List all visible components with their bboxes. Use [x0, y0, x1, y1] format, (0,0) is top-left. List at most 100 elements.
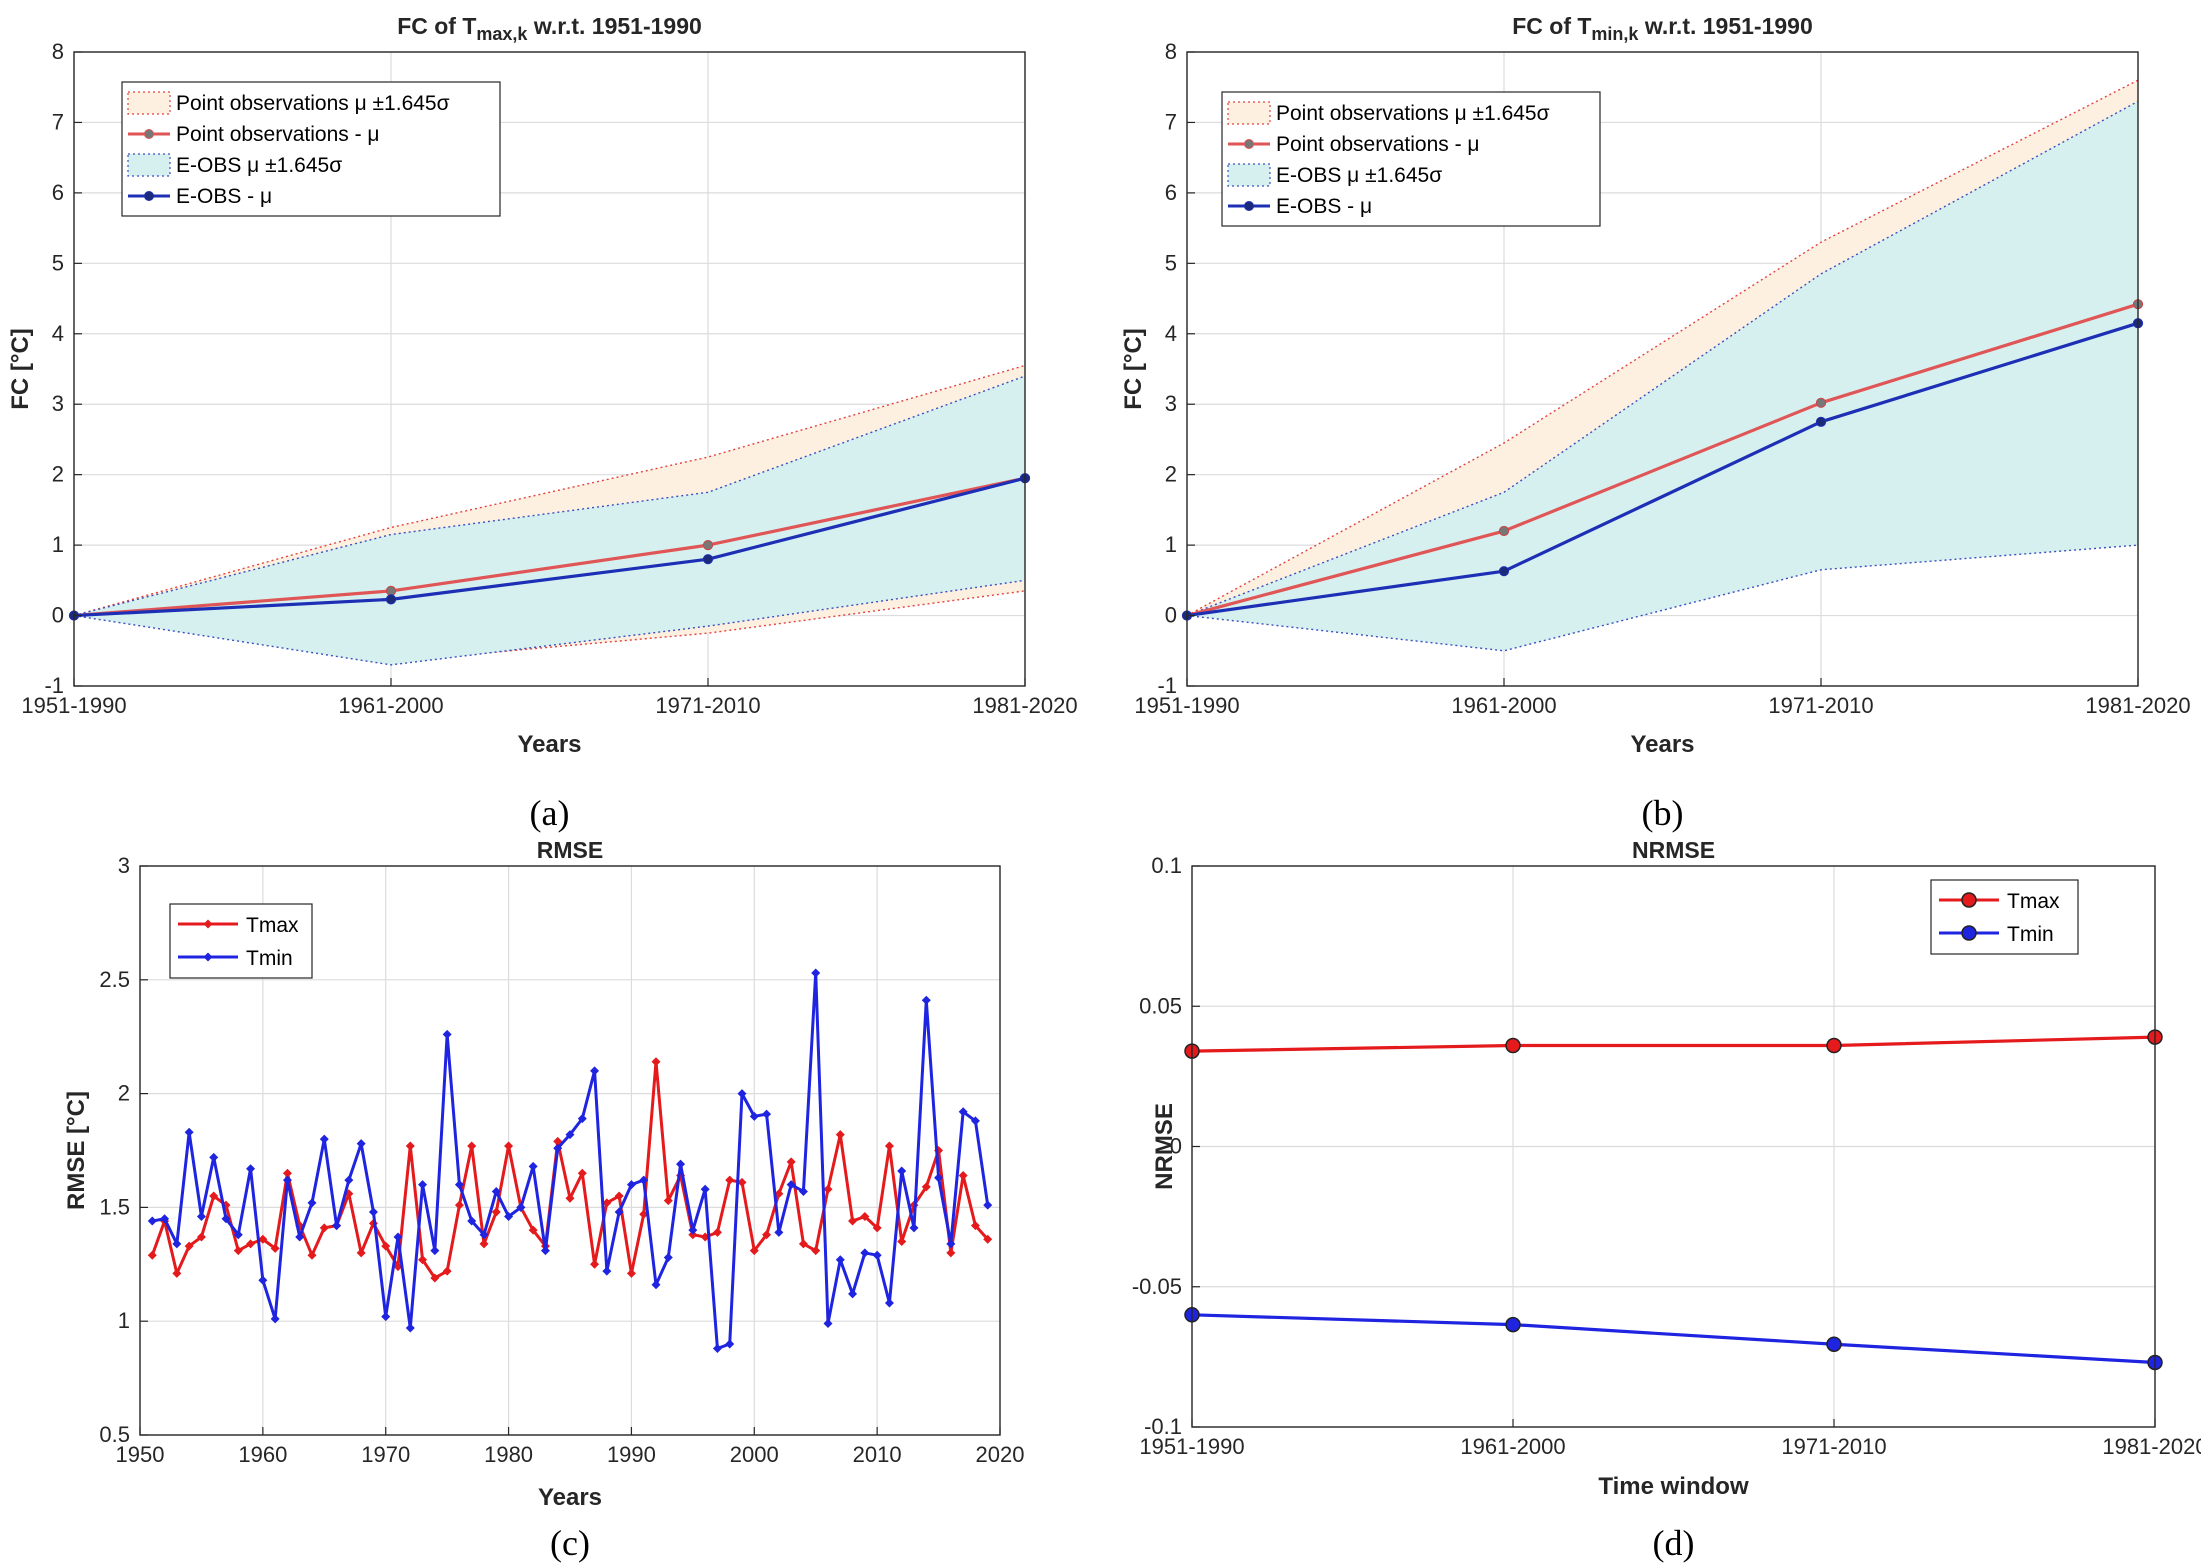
data-point [209, 1191, 219, 1201]
data-point [786, 1157, 796, 1167]
data-point [1498, 566, 1510, 577]
data-point [811, 1246, 821, 1256]
data-point [749, 1111, 759, 1121]
data-point [246, 1164, 256, 1174]
y-tick-label: 6 [1165, 180, 1177, 205]
legend-swatch-marker [203, 919, 213, 929]
data-point [921, 1182, 931, 1192]
legend-entry-label: Point observations - μ [1276, 133, 1480, 156]
y-tick-label: 3 [1165, 391, 1177, 416]
data-point [702, 540, 714, 551]
data-point [233, 1230, 243, 1240]
y-tick-label: -1 [1157, 673, 1177, 698]
data-point [491, 1207, 501, 1217]
data-point [970, 1221, 980, 1231]
data-point [332, 1221, 342, 1231]
data-point [712, 1344, 722, 1354]
data-point [356, 1139, 366, 1149]
band-lower-edge [1186, 544, 2139, 652]
y-axis-label: FC [°C] [1120, 328, 1147, 410]
data-point [196, 1232, 206, 1242]
y-tick-label: 1 [1165, 532, 1177, 557]
x-tick-label: 1951-1990 [21, 693, 126, 718]
x-tick-label: 1981-2020 [972, 693, 1077, 718]
y-tick-label: 3 [52, 391, 64, 416]
chart-title: FC of Tmin,k w.r.t. 1951-1990 [1512, 13, 1813, 44]
data-point [319, 1134, 329, 1144]
data-point [1505, 1316, 1521, 1333]
x-tick-label: 1981-2020 [2085, 693, 2190, 718]
series-line-0 [1191, 1035, 2156, 1053]
data-point [663, 1252, 673, 1262]
data-point [491, 1186, 501, 1196]
legend-entry-label: Point observations μ ±1.645σ [1276, 102, 1550, 125]
y-tick-label: 4 [1165, 321, 1177, 346]
data-point [356, 1248, 366, 1258]
data-point [1815, 397, 1827, 408]
x-tick-label: 2020 [976, 1442, 1025, 1467]
data-point [442, 1266, 452, 1276]
data-point [1505, 1037, 1521, 1054]
data-point [479, 1230, 489, 1240]
data-point [884, 1141, 894, 1151]
y-tick-label: 4 [52, 321, 64, 346]
data-point [467, 1216, 477, 1226]
data-point [246, 1239, 256, 1249]
y-tick-label: 8 [1165, 39, 1177, 64]
series-line-1 [1186, 321, 2139, 618]
data-point [565, 1193, 575, 1203]
data-point [454, 1180, 464, 1190]
data-point [946, 1239, 956, 1249]
legend-swatch-band [1227, 163, 1271, 187]
y-tick-label: 0.5 [99, 1422, 130, 1447]
series-line-1 [73, 476, 1026, 618]
series-line-0 [1186, 302, 2139, 618]
y-tick-label: -0.05 [1132, 1274, 1182, 1299]
data-point [393, 1232, 403, 1242]
chart-title: RMSE [537, 837, 603, 863]
y-tick-label: 2.5 [99, 967, 130, 992]
y-tick-label: 0 [1170, 1134, 1182, 1159]
data-point [958, 1107, 968, 1117]
data-point [147, 1216, 157, 1226]
data-point [823, 1184, 833, 1194]
data-point [233, 1246, 243, 1256]
data-point [897, 1237, 907, 1247]
legend-entry-label: E-OBS μ ±1.645σ [176, 154, 342, 177]
y-tick-label: 0.05 [1139, 993, 1182, 1018]
data-point [196, 1212, 206, 1222]
y-tick-label: 1 [118, 1308, 130, 1333]
data-point [577, 1168, 587, 1178]
plot-frame [73, 51, 1026, 687]
data-point [307, 1250, 317, 1260]
data-point [774, 1189, 784, 1199]
data-point [442, 1029, 452, 1039]
data-point [860, 1248, 870, 1258]
chart-panel-b: -1 0 1 2 3 4 5 6 7 8 1951-1990 1961-2000 1971-2010 19… [1120, 13, 2191, 833]
data-point [295, 1232, 305, 1242]
data-point [504, 1141, 514, 1151]
data-point [725, 1175, 735, 1185]
data-point [258, 1275, 268, 1285]
y-tick-label: 0 [1165, 603, 1177, 628]
data-point [909, 1223, 919, 1233]
legend-entry-label: Tmax [2007, 890, 2060, 913]
panel-caption: (c) [550, 1523, 590, 1563]
data-point [983, 1234, 993, 1244]
data-point [430, 1246, 440, 1256]
legend-box [1930, 879, 2079, 955]
chart-panel-c: 0.5 1 1.5 2 2.5 3 1950 1960 1970 1980 1990 2000 2010… [63, 837, 1024, 1563]
data-point [405, 1141, 415, 1151]
data-point [737, 1089, 747, 1099]
legend-entry-label: E-OBS - μ [176, 185, 272, 208]
legend-swatch-marker [1961, 892, 1977, 908]
panel-caption: (a) [530, 793, 570, 833]
data-point [553, 1143, 563, 1153]
y-axis-label: NRMSE [1151, 1103, 1178, 1190]
data-point [528, 1161, 538, 1171]
y-tick-label: -1 [44, 673, 64, 698]
data-point [749, 1246, 759, 1256]
y-tick-label: 0 [52, 603, 64, 628]
legend-box [121, 81, 501, 217]
